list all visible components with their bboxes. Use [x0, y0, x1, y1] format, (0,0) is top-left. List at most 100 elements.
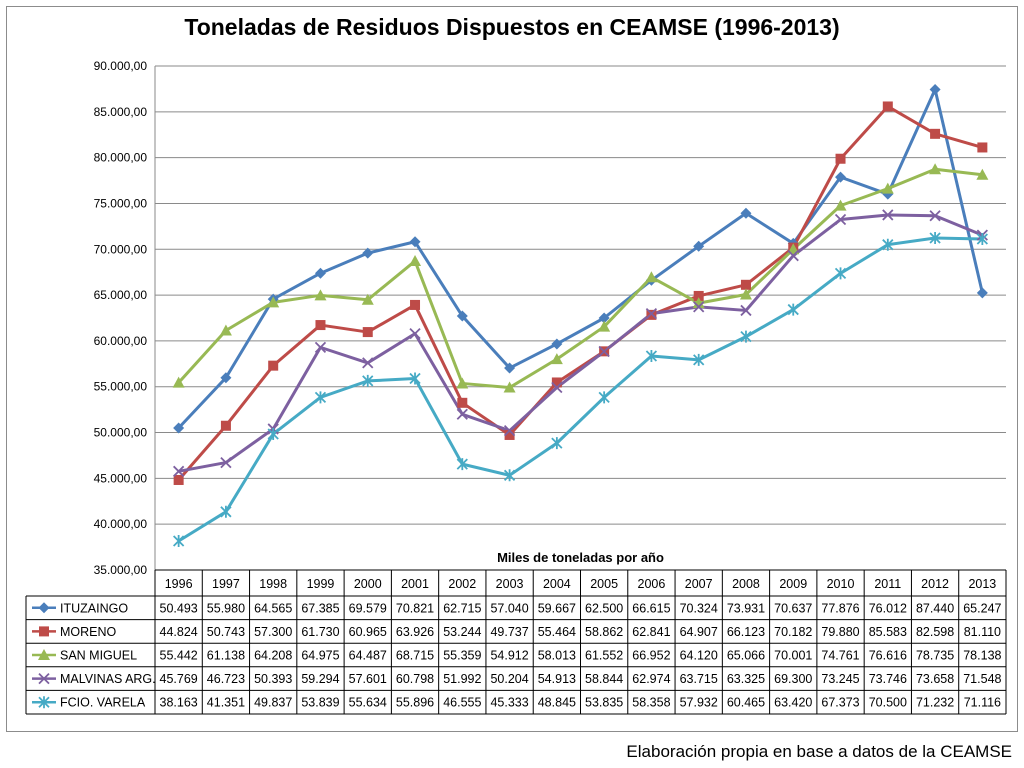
- data-label: 78.138: [963, 649, 1001, 663]
- data-point: [362, 374, 374, 387]
- data-label: 55.359: [443, 649, 481, 663]
- data-point: [220, 420, 231, 431]
- data-point: [881, 182, 894, 194]
- data-label: 64.907: [680, 625, 718, 639]
- x-axis-label: Miles de toneladas por año: [497, 550, 664, 565]
- y-tick-label: 80.000,00: [94, 151, 148, 165]
- data-label: 46.555: [443, 696, 481, 710]
- data-label: 59.667: [538, 601, 576, 615]
- data-point: [173, 474, 184, 485]
- data-label: 63.325: [727, 672, 765, 686]
- data-label: 60.798: [396, 672, 434, 686]
- x-tick-label: 2011: [874, 577, 901, 591]
- data-label: 67.385: [301, 601, 339, 615]
- data-label: 81.110: [964, 625, 1001, 639]
- data-point: [740, 304, 752, 317]
- data-point: [551, 381, 563, 394]
- data-label: 58.358: [632, 696, 670, 710]
- data-point: [834, 267, 847, 280]
- data-label: 41.351: [207, 696, 245, 710]
- data-point: [598, 345, 610, 358]
- data-point: [693, 301, 705, 313]
- data-point: [457, 397, 468, 408]
- series-line: [177, 236, 983, 543]
- data-label: 73.245: [821, 672, 859, 686]
- legend-key-marker: [39, 626, 49, 637]
- x-tick-label: 2000: [354, 577, 382, 591]
- data-point: [740, 330, 752, 343]
- data-label: 70.182: [774, 625, 812, 639]
- data-point: [410, 299, 421, 310]
- data-label: 58.862: [585, 625, 623, 639]
- y-tick-label: 35.000,00: [94, 563, 148, 577]
- data-label: 73.931: [727, 601, 765, 615]
- data-label: 65.247: [963, 601, 1001, 615]
- data-point: [219, 324, 232, 336]
- data-point: [551, 338, 563, 350]
- data-label: 76.012: [869, 601, 907, 615]
- y-tick-label: 75.000,00: [94, 196, 148, 210]
- x-tick-label: 2003: [496, 577, 524, 591]
- data-point: [598, 320, 611, 332]
- data-point: [787, 250, 799, 262]
- data-label: 49.837: [254, 696, 292, 710]
- data-point: [692, 297, 705, 309]
- data-point: [976, 287, 988, 299]
- data-point: [740, 207, 752, 219]
- data-point: [315, 320, 326, 331]
- data-label: 77.876: [821, 601, 859, 615]
- legend-key-marker: [38, 672, 50, 685]
- data-label: 55.442: [160, 649, 198, 663]
- data-label: 64.208: [254, 649, 292, 663]
- data-label: 64.975: [301, 649, 339, 663]
- data-point: [173, 465, 185, 477]
- x-tick-label: 1998: [259, 577, 287, 591]
- legend-entry: MALVINAS ARG.: [60, 672, 156, 686]
- data-point: [645, 349, 658, 362]
- data-label: 54.912: [490, 649, 528, 663]
- data-point: [267, 296, 280, 308]
- data-point: [976, 168, 989, 180]
- data-label: 51.992: [443, 672, 481, 686]
- data-label: 57.601: [349, 672, 387, 686]
- legend-key-marker: [38, 696, 50, 709]
- data-point: [314, 289, 327, 301]
- data-point: [693, 353, 705, 366]
- data-point: [220, 505, 232, 518]
- x-tick-label: 2009: [779, 577, 807, 591]
- data-label: 50.743: [207, 625, 245, 639]
- data-point: [976, 233, 988, 246]
- data-point: [929, 83, 941, 95]
- data-point: [362, 357, 374, 369]
- data-point: [267, 428, 279, 441]
- data-label: 69.579: [349, 601, 387, 615]
- series-line: [177, 167, 983, 390]
- data-point: [598, 391, 610, 404]
- data-point: [550, 353, 563, 365]
- data-label: 87.440: [916, 601, 954, 615]
- data-point: [173, 535, 185, 548]
- data-point: [456, 310, 468, 322]
- y-tick-label: 90.000,00: [94, 59, 148, 73]
- data-label: 57.932: [680, 696, 718, 710]
- data-label: 59.294: [301, 672, 339, 686]
- data-point: [314, 391, 327, 404]
- data-point: [834, 199, 847, 211]
- data-point: [598, 312, 610, 324]
- data-point: [740, 279, 751, 290]
- data-label: 79.880: [821, 625, 859, 639]
- data-label: 64.120: [680, 649, 718, 663]
- data-label: 70.637: [774, 601, 812, 615]
- y-tick-label: 45.000,00: [94, 471, 148, 485]
- data-label: 46.723: [207, 672, 245, 686]
- x-tick-label: 2002: [448, 577, 476, 591]
- data-label: 70.001: [774, 649, 812, 663]
- data-point: [409, 372, 421, 385]
- data-point: [409, 327, 421, 340]
- chart-title: Toneladas de Residuos Dispuestos en CEAM…: [184, 14, 840, 40]
- data-point: [551, 377, 562, 388]
- y-tick-label: 65.000,00: [94, 288, 148, 302]
- data-label: 71.548: [963, 672, 1001, 686]
- data-point: [362, 247, 374, 259]
